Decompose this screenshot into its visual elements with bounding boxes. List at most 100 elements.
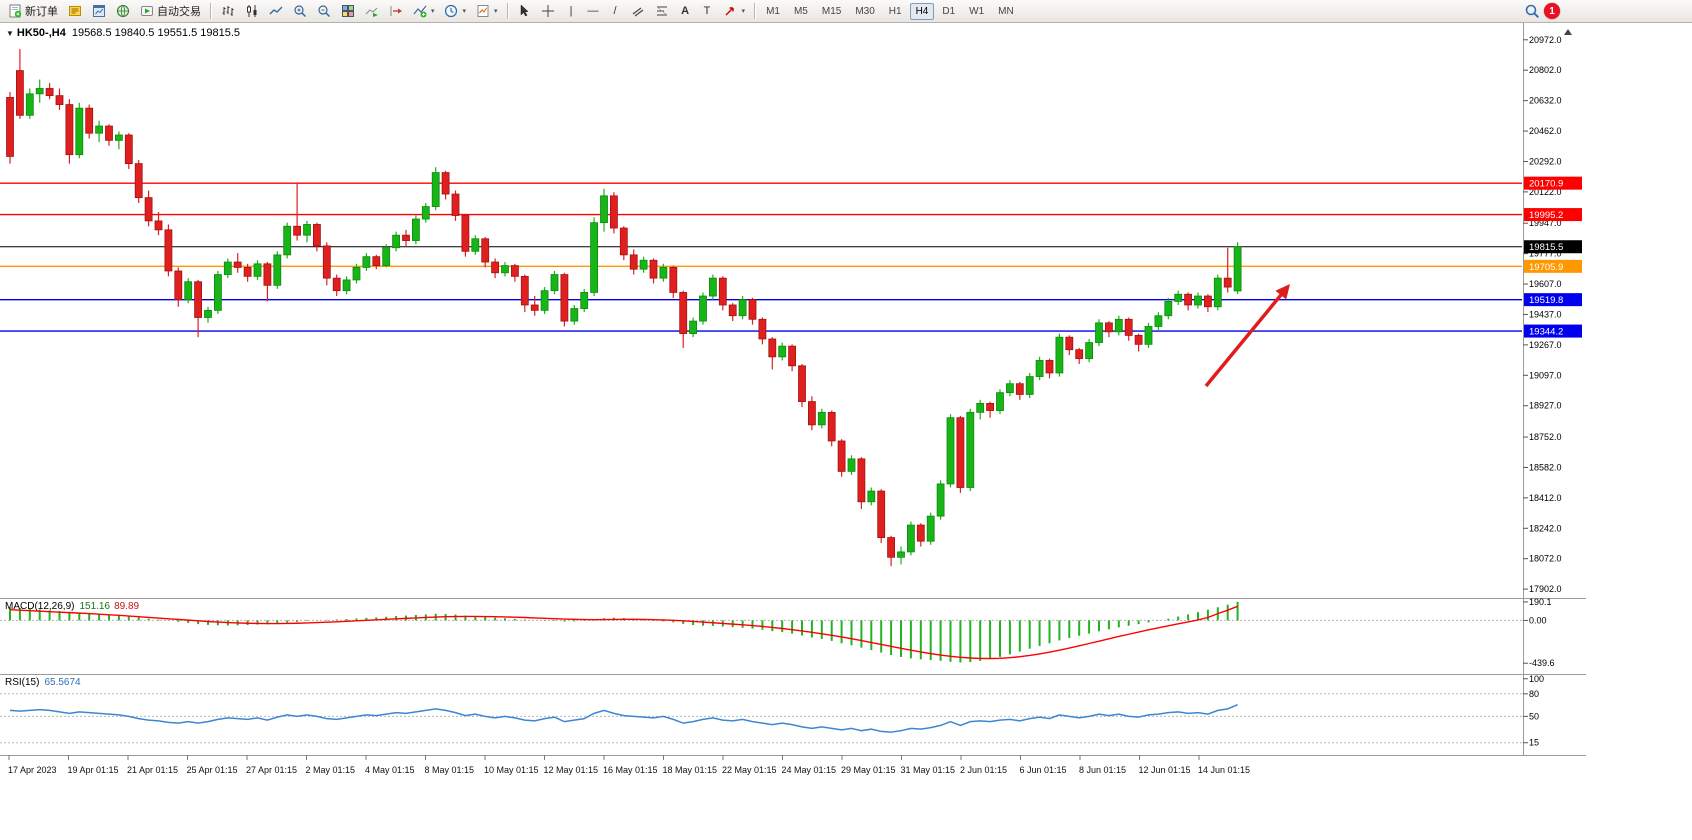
- symbol-period-label: HK50-,H4: [16, 27, 66, 39]
- time-axis[interactable]: 17 Apr 2023 19 Apr 01:15 21 Apr 01:15 25 Ap…: [8, 755, 1250, 775]
- autotrading-button[interactable]: 自动交易: [135, 1, 205, 22]
- crosshair-icon: [541, 4, 556, 19]
- time-tick-label: 21 Apr 01:15: [127, 765, 178, 775]
- chart-area[interactable]: ▼ HK50-,H4 19568.5 19840.5 19551.5 19815.5…: [0, 23, 1692, 840]
- timeframe-h1-button[interactable]: H1: [888, 5, 902, 17]
- chart-window-icon: [91, 4, 106, 19]
- toolbar-separator: [210, 3, 211, 19]
- rsi-indicator-label: RSI(15) 65.5674: [5, 677, 81, 688]
- zoom-out-button[interactable]: [312, 1, 335, 22]
- line-chart-icon: [268, 4, 283, 19]
- chart-canvas[interactable]: 20972.0 20802.0 20632.0 20462.0 20292.0 20122…: [0, 23, 1692, 840]
- timeframe-h4-button[interactable]: H4: [909, 2, 935, 20]
- horizontal-line-button[interactable]: —: [583, 1, 604, 22]
- rsi-tick-label: 80: [1529, 689, 1539, 699]
- price-tick-label: 18752.0: [1529, 432, 1562, 442]
- timeframe-w1-button[interactable]: W1: [969, 5, 985, 17]
- macd-histogram: [9, 601, 1239, 663]
- new-order-button[interactable]: 新订单: [3, 1, 62, 22]
- zoom-in-button[interactable]: [288, 1, 311, 22]
- price-tick-label: 20292.0: [1529, 156, 1562, 166]
- fibonacci-button[interactable]: [651, 1, 674, 22]
- timeframe-m5-button[interactable]: M5: [793, 5, 808, 17]
- chart-shift-icon: [388, 4, 403, 19]
- metaeditor-button[interactable]: [63, 1, 86, 22]
- rsi-tick-label: 15: [1529, 738, 1539, 748]
- candlestick-chart-button[interactable]: [240, 1, 263, 22]
- text-label-icon: T: [703, 5, 711, 17]
- template-icon: [475, 4, 490, 19]
- macd-tick-label: 0.00: [1529, 615, 1547, 625]
- time-tick-label: 16 May 01:15: [603, 765, 658, 775]
- strategy-tester-button[interactable]: [111, 1, 134, 22]
- chevron-down-icon: ▾: [741, 8, 746, 15]
- rsi-tick-label: 100: [1529, 674, 1544, 684]
- arrow-object-icon: [723, 4, 738, 19]
- price-tick-label: 20122.0: [1529, 187, 1562, 197]
- price-tick-label: 20632.0: [1529, 96, 1562, 106]
- price-tick-label: 19437.0: [1529, 309, 1562, 319]
- price-axis[interactable]: 20972.0 20802.0 20632.0 20462.0 20292.0 20122…: [1523, 35, 1562, 594]
- rsi-axis: 100 80 50 15: [1523, 674, 1544, 748]
- timeframe-m30-button[interactable]: M30: [855, 5, 875, 17]
- auto-scroll-button[interactable]: [360, 1, 383, 22]
- price-level-tag: [1524, 208, 1582, 222]
- timeframe-m15-button[interactable]: M15: [821, 5, 842, 17]
- notification-badge[interactable]: 1: [1544, 3, 1560, 19]
- auto-scroll-icon: [364, 4, 379, 19]
- indicators-button[interactable]: ▾: [408, 1, 439, 22]
- trend-arrow-annotation[interactable]: [1204, 284, 1290, 388]
- symbol-dropdown-icon[interactable]: ▼: [6, 29, 14, 38]
- price-tick-label: 20972.0: [1529, 35, 1562, 45]
- timeframe-mn-button[interactable]: MN: [998, 5, 1014, 17]
- time-tick-label: 6 Jun 01:15: [1020, 765, 1067, 775]
- macd-signal-value: 89.89: [114, 601, 140, 612]
- cursor-button[interactable]: [513, 1, 536, 22]
- trendline-button[interactable]: /: [605, 1, 626, 22]
- price-tick-label: 17902.0: [1529, 584, 1562, 594]
- chart-window-button[interactable]: [87, 1, 110, 22]
- trendline-icon: /: [613, 5, 617, 17]
- price-level-tag-label: 19995.2: [1529, 210, 1563, 221]
- price-tick-label: 18582.0: [1529, 462, 1562, 472]
- new-order-label: 新订单: [25, 6, 58, 18]
- zoom-out-icon: [316, 4, 331, 19]
- timeframe-m1-button[interactable]: M1: [766, 5, 780, 17]
- time-tick-label: 31 May 01:15: [901, 765, 956, 775]
- time-tick-label: 12 Jun 01:15: [1139, 765, 1191, 775]
- channel-button[interactable]: [627, 1, 650, 22]
- time-tick-label: 14 Jun 01:15: [1198, 765, 1250, 775]
- chart-shift-marker[interactable]: [1564, 29, 1572, 35]
- vertical-line-button[interactable]: |: [561, 1, 582, 22]
- vertical-line-icon: |: [569, 5, 573, 17]
- text-label-button[interactable]: T: [697, 1, 718, 22]
- search-button[interactable]: [1520, 1, 1543, 22]
- line-chart-button[interactable]: [264, 1, 287, 22]
- bar-chart-icon: [220, 4, 235, 19]
- price-level-tag-label: 19815.5: [1529, 242, 1563, 253]
- toolbar-separator: [754, 3, 756, 19]
- chart-shift-button[interactable]: [384, 1, 407, 22]
- tile-windows-button[interactable]: [336, 1, 359, 22]
- price-tick-label: 19777.0: [1529, 249, 1562, 259]
- candlestick-series: [6, 49, 1242, 567]
- timeframe-group: M1 M5 M15 M30 H1 H4 D1 W1 MN: [760, 2, 1020, 20]
- bar-chart-button[interactable]: [216, 1, 239, 22]
- price-tick-label: 19607.0: [1529, 279, 1562, 289]
- price-tick-label: 18927.0: [1529, 401, 1562, 411]
- time-tick-label: 8 Jun 01:15: [1079, 765, 1126, 775]
- fibonacci-icon: [655, 4, 670, 19]
- price-level-tag-label: 19705.9: [1529, 262, 1563, 273]
- arrows-button[interactable]: ▾: [719, 1, 750, 22]
- time-tick-label: 2 Jun 01:15: [960, 765, 1007, 775]
- timeframe-d1-button[interactable]: D1: [942, 5, 956, 17]
- search-icon: [1524, 4, 1539, 19]
- periods-button[interactable]: ▾: [440, 1, 471, 22]
- text-button[interactable]: A: [675, 1, 696, 22]
- templates-button[interactable]: ▾: [471, 1, 502, 22]
- price-tick-label: 19267.0: [1529, 340, 1562, 350]
- crosshair-button[interactable]: [537, 1, 560, 22]
- time-tick-label: 10 May 01:15: [484, 765, 539, 775]
- time-tick-label: 24 May 01:15: [782, 765, 837, 775]
- tile-windows-icon: [340, 4, 355, 19]
